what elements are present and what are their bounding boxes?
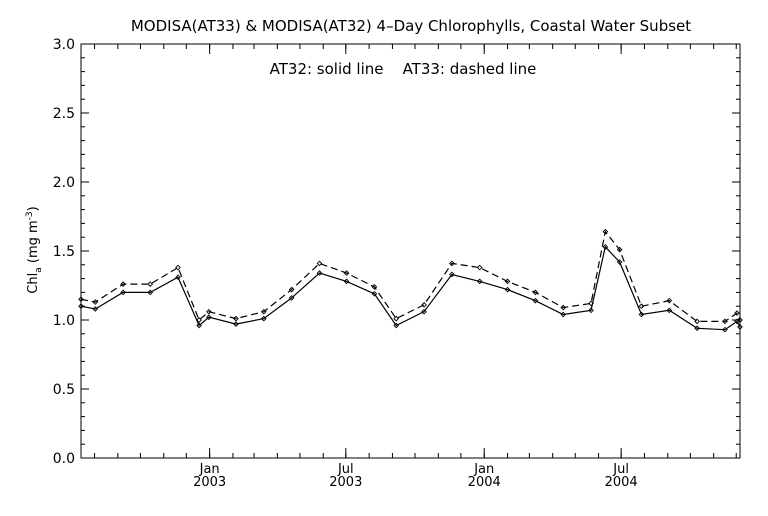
series-point-at32	[196, 322, 202, 329]
series-point-at33	[694, 318, 700, 325]
x-tick-label-year: 2003	[193, 475, 226, 490]
y-axis-label: Chla (mg m-3)	[25, 206, 44, 293]
series-point-at33	[147, 281, 154, 287]
series-point-at32	[78, 303, 84, 310]
series-point-at33	[233, 315, 239, 322]
series-point-at32	[206, 314, 212, 321]
series-point-at33	[288, 286, 295, 293]
y-axis-label-main: Chl	[26, 273, 41, 294]
series-point-at32	[737, 324, 743, 330]
series-line-at32	[80, 245, 741, 331]
series-point-at32	[175, 274, 181, 281]
series-point-at33	[120, 281, 126, 287]
y-axis-label-unit-close: )	[26, 206, 41, 211]
y-axis-label-unit-exponent: -3	[25, 211, 35, 220]
series-point-at32	[694, 325, 700, 332]
y-axis-label-unit: (mg m	[26, 220, 41, 267]
series-point-at32	[393, 322, 400, 329]
y-tick-label: 0.0	[53, 451, 75, 467]
series-point-at33	[560, 304, 567, 311]
series-point-at32	[588, 307, 594, 314]
chart-title: MODISA(AT33) & MODISA(AT32) 4–Day Chloro…	[131, 17, 691, 35]
y-tick-label: 1.0	[53, 313, 75, 329]
series-point-at32	[504, 286, 511, 293]
y-tick-label: 1.5	[53, 244, 75, 260]
series-point-at33	[616, 246, 623, 253]
series-point-at32	[476, 278, 483, 285]
series-point-at32	[532, 297, 539, 304]
series-point-at33	[722, 318, 728, 325]
x-tick-label-year: 2004	[605, 475, 638, 490]
series-point-at33	[588, 300, 594, 307]
series-point-at32	[92, 306, 99, 312]
series-point-at33	[343, 270, 350, 276]
plot-frame	[80, 43, 741, 459]
series-point-at33	[393, 315, 400, 322]
series-line-at33	[80, 230, 741, 322]
series-point-at33	[532, 289, 539, 296]
series-point-at33	[260, 308, 267, 315]
series-point-at32	[449, 271, 455, 278]
series-point-at32	[260, 315, 267, 322]
series-point-at33	[666, 297, 673, 304]
series-point-at33	[638, 303, 645, 310]
series-point-at32	[421, 308, 427, 315]
series-point-at33	[504, 278, 511, 285]
series-point-at32	[343, 278, 350, 285]
series-point-at33	[175, 264, 181, 271]
series-point-at32	[316, 270, 323, 276]
series-point-at32	[233, 321, 239, 327]
series-point-at33	[206, 308, 212, 315]
series-point-at33	[737, 317, 743, 323]
series-point-at33	[734, 310, 740, 316]
x-tick-label-year: 2004	[468, 475, 501, 490]
x-tick-label-year: 2003	[329, 475, 362, 490]
series-point-at33	[92, 299, 99, 305]
series-point-at32	[602, 244, 609, 250]
y-tick-label: 2.0	[53, 175, 75, 191]
y-tick-label: 0.5	[53, 382, 75, 398]
series-point-at32	[371, 290, 378, 297]
series-point-at32	[560, 311, 567, 318]
series-point-at32	[666, 307, 673, 314]
series-point-at33	[449, 260, 455, 267]
series-point-at32	[120, 289, 126, 296]
series-point-at33	[421, 301, 427, 308]
line-style-annotation: AT32: solid line AT33: dashed line	[270, 60, 537, 78]
x-tick-label-month: Jul	[337, 462, 354, 477]
series-point-at33	[316, 260, 323, 267]
series-point-at32	[722, 326, 728, 333]
x-tick-label-month: Jan	[199, 462, 220, 477]
series-layer	[78, 228, 743, 333]
series-point-at32	[147, 289, 154, 296]
y-axis-label-subscript: a	[34, 267, 44, 273]
series-point-at33	[476, 264, 483, 271]
series-point-at32	[288, 295, 295, 301]
series-point-at32	[616, 259, 623, 265]
series-point-at33	[78, 296, 84, 303]
series-point-at33	[371, 284, 378, 290]
series-point-at33	[196, 317, 202, 323]
y-axis: 0.0 0.5 1.0 1.5 2.0 2.5 3.0	[53, 37, 740, 467]
x-tick-label-month: Jul	[612, 462, 629, 477]
series-point-at32	[638, 311, 645, 318]
series-point-at33	[602, 228, 609, 235]
y-tick-label: 3.0	[53, 37, 75, 53]
x-tick-label-month: Jan	[473, 462, 494, 477]
y-tick-label: 2.5	[53, 106, 75, 122]
